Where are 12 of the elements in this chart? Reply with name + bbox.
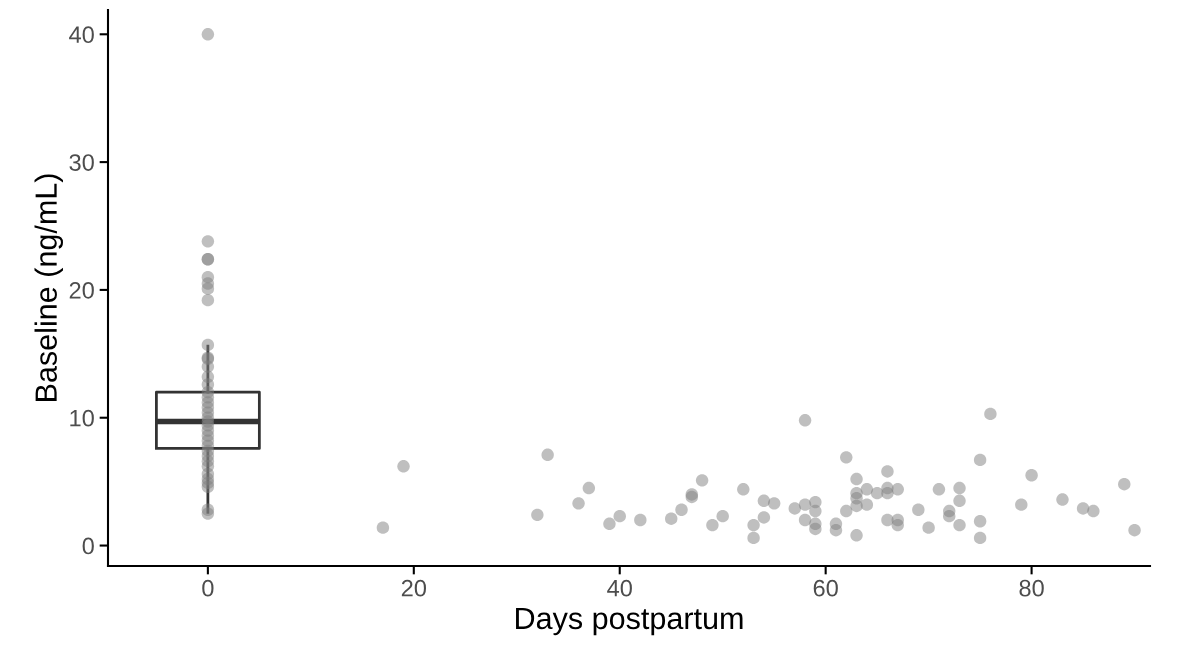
- y-tick-label: 30: [69, 154, 94, 171]
- x-axis-title: Days postpartum: [516, 607, 743, 636]
- y-tick-label: 0: [82, 537, 94, 555]
- x-tick-label: 80: [1019, 579, 1044, 597]
- y-tick-label: 10: [70, 409, 94, 427]
- y-tick-label: 20: [69, 281, 94, 299]
- x-tick-label: 40: [607, 579, 632, 597]
- x-tick-label: 0: [202, 579, 214, 597]
- y-tick-label: 40: [69, 26, 94, 44]
- y-axis-title: Baseline (ng/mL): [34, 174, 63, 401]
- x-tick-label: 20: [401, 579, 427, 597]
- x-tick-label: 60: [813, 579, 838, 597]
